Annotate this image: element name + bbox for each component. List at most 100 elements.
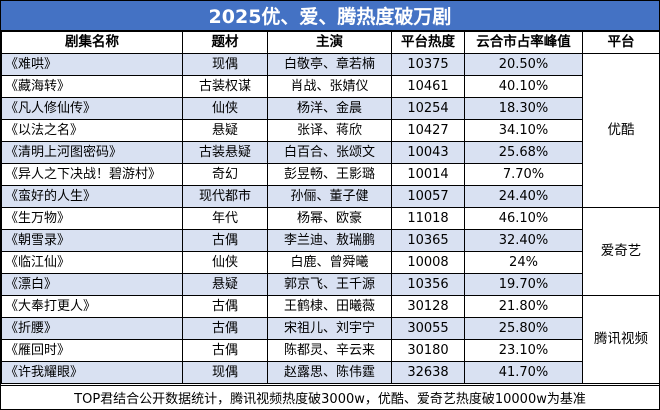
heat-cell: 10043 bbox=[391, 141, 465, 164]
cast-cell: 张译、蒋欣 bbox=[267, 119, 392, 142]
drama-name-cell: 《雁回时》 bbox=[1, 339, 183, 362]
drama-name-cell: 《蛮好的人生》 bbox=[1, 185, 183, 208]
table-row: 《折腰》 古偶 宋祖儿、刘宇宁 30055 25.80% bbox=[1, 317, 660, 340]
genre-cell: 年代 bbox=[182, 207, 268, 230]
cast-cell: 白百合、张颂文 bbox=[267, 141, 392, 164]
heat-cell: 10356 bbox=[391, 273, 465, 296]
drama-name-cell: 《折腰》 bbox=[1, 317, 183, 340]
cast-cell: 李兰迪、敖瑞鹏 bbox=[267, 229, 392, 252]
heat-cell: 10365 bbox=[391, 229, 465, 252]
table-row: 《临江仙》 仙侠 白鹿、曾舜曦 10008 24% bbox=[1, 251, 660, 274]
platform-cell: 腾讯视频 bbox=[582, 295, 660, 384]
heat-cell: 10254 bbox=[391, 97, 465, 120]
header-name: 剧集名称 bbox=[1, 31, 183, 54]
table-row: 《凡人修仙传》 仙侠 杨洋、金晨 10254 18.30% bbox=[1, 97, 660, 120]
share-cell: 7.70% bbox=[464, 163, 583, 186]
share-cell: 21.80% bbox=[464, 295, 583, 318]
drama-name-cell: 《生万物》 bbox=[1, 207, 183, 230]
heat-cell: 30055 bbox=[391, 317, 465, 340]
genre-cell: 古偶 bbox=[182, 339, 268, 362]
share-cell: 25.68% bbox=[464, 141, 583, 164]
table-row: 《异人之下决战！碧游村》 奇幻 彭昱畅、王影璐 10014 7.70% bbox=[1, 163, 660, 186]
drama-name-cell: 《清明上河图密码》 bbox=[1, 141, 183, 164]
genre-cell: 仙侠 bbox=[182, 251, 268, 274]
cast-cell: 王鹤棣、田曦薇 bbox=[267, 295, 392, 318]
heat-cell: 32638 bbox=[391, 361, 465, 384]
table-row: 《藏海转》 古装权谋 肖战、张婧仪 10461 40.10% bbox=[1, 75, 660, 98]
drama-name-cell: 《凡人修仙传》 bbox=[1, 97, 183, 120]
cast-cell: 杨幂、欧豪 bbox=[267, 207, 392, 230]
heat-cell: 30128 bbox=[391, 295, 465, 318]
share-cell: 18.30% bbox=[464, 97, 583, 120]
genre-cell: 古偶 bbox=[182, 229, 268, 252]
cast-cell: 郭京飞、王千源 bbox=[267, 273, 392, 296]
share-cell: 32.40% bbox=[464, 229, 583, 252]
drama-name-cell: 《漂白》 bbox=[1, 273, 183, 296]
drama-table: 剧集名称 题材 主演 平台热度 云合市占率峰值 平台 《难哄》 现偶 白敬亭、章若楠… bbox=[1, 31, 660, 384]
share-cell: 24% bbox=[464, 251, 583, 274]
header-row: 剧集名称 题材 主演 平台热度 云合市占率峰值 平台 bbox=[1, 31, 660, 54]
share-cell: 46.10% bbox=[464, 207, 583, 230]
drama-name-cell: 《藏海转》 bbox=[1, 75, 183, 98]
heat-cell: 10427 bbox=[391, 119, 465, 142]
genre-cell: 现偶 bbox=[182, 53, 268, 76]
drama-name-cell: 《以法之名》 bbox=[1, 119, 183, 142]
heat-cell: 10461 bbox=[391, 75, 465, 98]
share-cell: 25.80% bbox=[464, 317, 583, 340]
share-cell: 20.50% bbox=[464, 53, 583, 76]
cast-cell: 彭昱畅、王影璐 bbox=[267, 163, 392, 186]
header-cast: 主演 bbox=[267, 31, 392, 54]
heat-cell: 11018 bbox=[391, 207, 465, 230]
cast-cell: 孙俪、董子健 bbox=[267, 185, 392, 208]
table-title: 2025优、爱、腾热度破万剧 bbox=[1, 1, 659, 31]
cast-cell: 白鹿、曾舜曦 bbox=[267, 251, 392, 274]
drama-name-cell: 《异人之下决战！碧游村》 bbox=[1, 163, 183, 186]
header-platform: 平台 bbox=[582, 31, 660, 54]
genre-cell: 古装悬疑 bbox=[182, 141, 268, 164]
share-cell: 34.10% bbox=[464, 119, 583, 142]
genre-cell: 古装权谋 bbox=[182, 75, 268, 98]
genre-cell: 仙侠 bbox=[182, 97, 268, 120]
table-row: 《难哄》 现偶 白敬亭、章若楠 10375 20.50% 优酷 bbox=[1, 53, 660, 208]
genre-cell: 现代都市 bbox=[182, 185, 268, 208]
table-row: 《许我耀眼》 现偶 赵露思、陈伟霆 32638 41.70% bbox=[1, 361, 660, 384]
header-genre: 题材 bbox=[182, 31, 268, 54]
genre-cell: 悬疑 bbox=[182, 273, 268, 296]
table-row: 《漂白》 悬疑 郭京飞、王千源 10356 19.70% bbox=[1, 273, 660, 296]
genre-cell: 悬疑 bbox=[182, 119, 268, 142]
cast-cell: 赵露思、陈伟霆 bbox=[267, 361, 392, 384]
genre-cell: 现偶 bbox=[182, 361, 268, 384]
share-cell: 41.70% bbox=[464, 361, 583, 384]
cast-cell: 陈都灵、辛云来 bbox=[267, 339, 392, 362]
drama-name-cell: 《临江仙》 bbox=[1, 251, 183, 274]
table-row: 《雁回时》 古偶 陈都灵、辛云来 30180 23.10% bbox=[1, 339, 660, 362]
heat-cell: 10014 bbox=[391, 163, 465, 186]
drama-name-cell: 《大奉打更人》 bbox=[1, 295, 183, 318]
platform-cell: 优酷 bbox=[582, 53, 660, 208]
platform-cell: 爱奇艺 bbox=[582, 207, 660, 296]
drama-name-cell: 《许我耀眼》 bbox=[1, 361, 183, 384]
share-cell: 40.10% bbox=[464, 75, 583, 98]
table-body: 《难哄》 现偶 白敬亭、章若楠 10375 20.50% 优酷 《藏海转》 古装权谋 肖战、张婧… bbox=[1, 53, 660, 384]
cast-cell: 杨洋、金晨 bbox=[267, 97, 392, 120]
genre-cell: 古偶 bbox=[182, 295, 268, 318]
cast-cell: 宋祖儿、刘宇宁 bbox=[267, 317, 392, 340]
drama-name-cell: 《朝雪录》 bbox=[1, 229, 183, 252]
table-row: 《蛮好的人生》 现代都市 孙俪、董子健 10057 24.40% bbox=[1, 185, 660, 208]
cast-cell: 肖战、张婧仪 bbox=[267, 75, 392, 98]
heat-cell: 10008 bbox=[391, 251, 465, 274]
table-row: 《大奉打更人》 古偶 王鹤棣、田曦薇 30128 21.80% 腾讯视频 bbox=[1, 295, 660, 384]
genre-cell: 古偶 bbox=[182, 317, 268, 340]
heat-cell: 30180 bbox=[391, 339, 465, 362]
drama-name-cell: 《难哄》 bbox=[1, 53, 183, 76]
header-share: 云合市占率峰值 bbox=[464, 31, 583, 54]
table-row: 《朝雪录》 古偶 李兰迪、敖瑞鹏 10365 32.40% bbox=[1, 229, 660, 252]
table-row: 《生万物》 年代 杨幂、欧豪 11018 46.10% 爱奇艺 bbox=[1, 207, 660, 296]
cast-cell: 白敬亭、章若楠 bbox=[267, 53, 392, 76]
footer-note: TOP君结合公开数据统计，腾讯视频热度破3000w，优酷、爱奇艺热度破10000… bbox=[1, 385, 659, 409]
heat-cell: 10057 bbox=[391, 185, 465, 208]
share-cell: 19.70% bbox=[464, 273, 583, 296]
genre-cell: 奇幻 bbox=[182, 163, 268, 186]
share-cell: 24.40% bbox=[464, 185, 583, 208]
